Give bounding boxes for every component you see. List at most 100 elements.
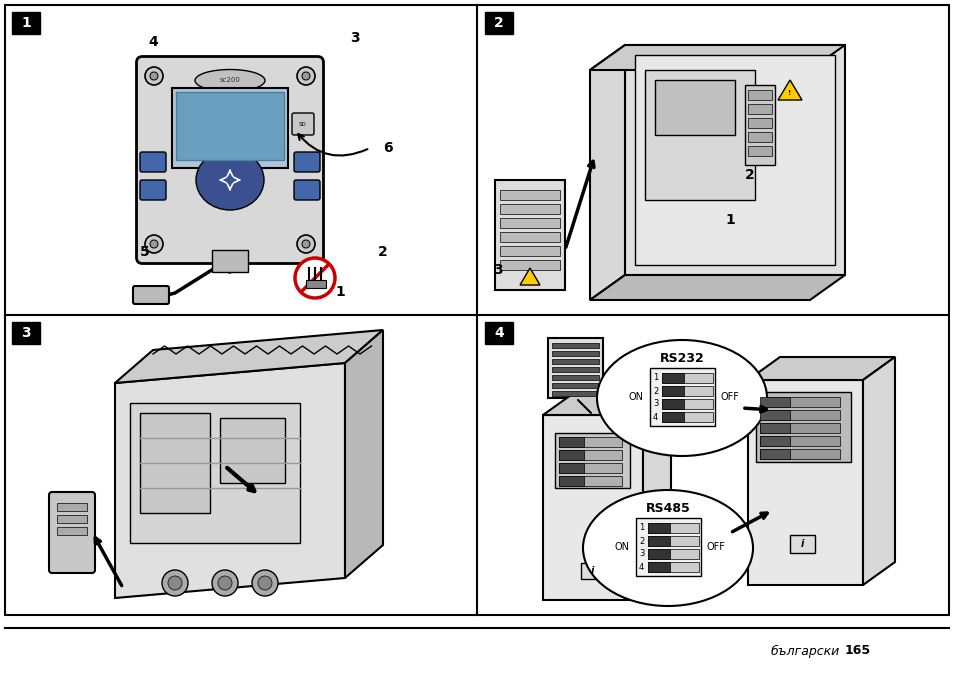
Text: ON: ON — [615, 542, 629, 552]
Bar — [552, 383, 598, 388]
Bar — [558, 450, 583, 460]
Text: 3: 3 — [21, 326, 30, 340]
Bar — [484, 12, 513, 34]
Bar — [647, 536, 669, 546]
FancyBboxPatch shape — [136, 57, 323, 264]
Text: ON: ON — [628, 392, 643, 402]
Bar — [647, 549, 699, 559]
Bar — [547, 338, 602, 398]
Bar — [647, 523, 669, 533]
Polygon shape — [778, 80, 801, 100]
Polygon shape — [589, 45, 624, 300]
Text: 1: 1 — [652, 374, 658, 382]
Bar — [747, 90, 771, 100]
Bar — [499, 204, 559, 214]
Bar — [12, 12, 40, 34]
Ellipse shape — [195, 150, 264, 210]
Circle shape — [150, 72, 158, 80]
Text: RS232: RS232 — [659, 351, 703, 365]
Bar — [552, 367, 598, 372]
Bar — [760, 436, 840, 446]
Bar — [635, 55, 834, 265]
Bar — [647, 536, 699, 546]
Bar — [760, 449, 840, 459]
Bar — [661, 373, 683, 383]
Circle shape — [302, 240, 310, 248]
Ellipse shape — [194, 69, 265, 92]
Text: 2: 2 — [744, 168, 754, 182]
Bar — [755, 392, 850, 462]
Bar — [760, 410, 840, 420]
Polygon shape — [345, 330, 382, 578]
Bar — [130, 403, 299, 543]
Bar — [172, 88, 288, 168]
FancyBboxPatch shape — [294, 180, 319, 200]
Bar — [499, 260, 559, 270]
Text: SD: SD — [299, 122, 307, 127]
Bar — [558, 463, 621, 473]
Text: i: i — [590, 566, 593, 576]
FancyBboxPatch shape — [132, 286, 169, 304]
Bar — [558, 437, 583, 447]
Bar — [558, 450, 621, 460]
Text: sc200: sc200 — [219, 77, 240, 83]
Circle shape — [145, 235, 163, 253]
Bar — [744, 85, 774, 165]
Text: 2: 2 — [639, 536, 643, 546]
Bar — [552, 351, 598, 356]
Bar — [655, 80, 734, 135]
Text: 3: 3 — [639, 549, 643, 559]
Circle shape — [168, 576, 182, 590]
Bar — [558, 476, 621, 486]
Polygon shape — [542, 395, 670, 415]
Polygon shape — [624, 45, 844, 275]
Bar — [760, 397, 840, 407]
Circle shape — [302, 72, 310, 80]
Polygon shape — [589, 275, 844, 300]
Circle shape — [150, 240, 158, 248]
Bar — [57, 527, 87, 535]
Text: 1: 1 — [639, 524, 643, 532]
Bar — [661, 412, 683, 422]
FancyBboxPatch shape — [294, 152, 319, 172]
Bar — [57, 515, 87, 523]
Bar — [220, 418, 285, 483]
Bar — [789, 535, 814, 553]
Text: 1: 1 — [724, 213, 734, 227]
Bar — [760, 423, 840, 433]
Text: 3: 3 — [652, 400, 658, 409]
Polygon shape — [642, 395, 670, 600]
Text: български: български — [770, 645, 840, 658]
Bar — [661, 399, 712, 409]
Bar — [747, 132, 771, 142]
Text: 2: 2 — [652, 386, 658, 396]
Bar — [484, 322, 513, 344]
Text: 5: 5 — [140, 245, 150, 259]
Bar — [647, 549, 669, 559]
Bar — [644, 70, 754, 200]
Bar — [760, 410, 789, 420]
Text: 1: 1 — [335, 285, 345, 299]
Bar — [552, 391, 598, 396]
Bar — [747, 380, 862, 585]
Ellipse shape — [597, 340, 766, 456]
Bar — [175, 92, 284, 160]
Circle shape — [145, 67, 163, 85]
Bar — [12, 322, 40, 344]
Bar — [499, 218, 559, 228]
Polygon shape — [862, 357, 894, 585]
Bar — [306, 280, 326, 288]
Circle shape — [296, 235, 314, 253]
Text: !: ! — [787, 90, 791, 96]
Bar — [542, 415, 642, 600]
Bar — [661, 373, 712, 383]
Text: OFF: OFF — [706, 542, 725, 552]
Text: i: i — [800, 539, 802, 549]
Bar — [661, 386, 683, 396]
Text: OFF: OFF — [720, 392, 740, 402]
Text: 2: 2 — [377, 245, 388, 259]
Bar — [499, 246, 559, 256]
Polygon shape — [519, 268, 539, 285]
Bar — [558, 463, 583, 473]
Bar — [747, 104, 771, 114]
